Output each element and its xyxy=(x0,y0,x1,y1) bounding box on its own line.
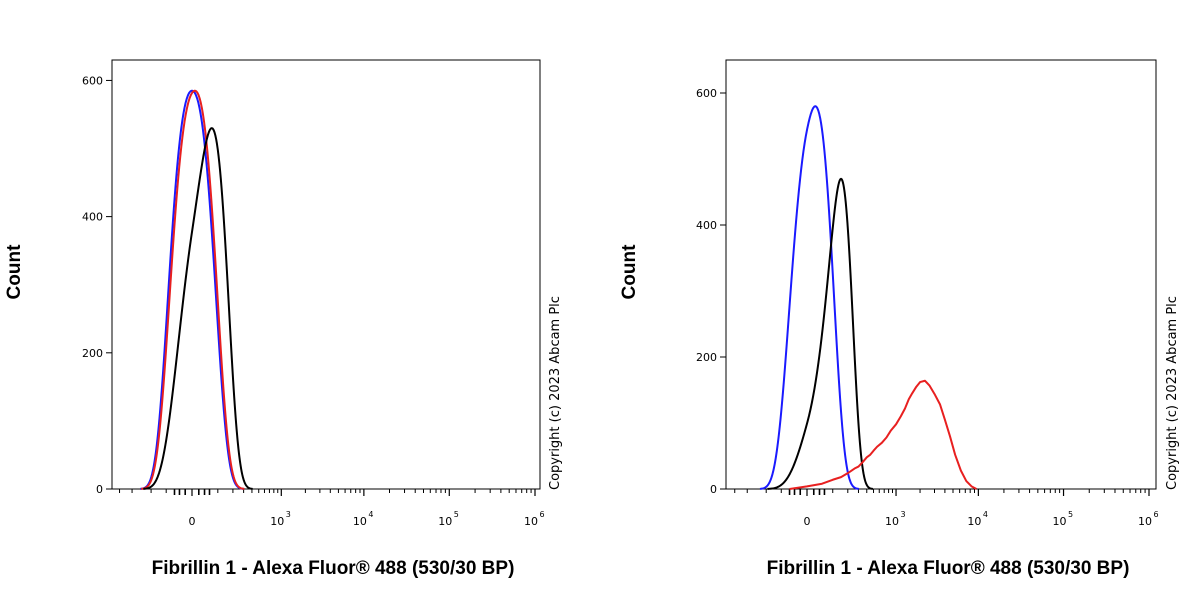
copyright-notice-1: Copyright (c) 2023 Abcam Plc xyxy=(548,296,563,490)
x-tick-exponent: 6 xyxy=(539,510,544,519)
histogram-series-3 xyxy=(142,127,254,490)
x-tick-exponent: 6 xyxy=(1153,510,1158,519)
y-tick-label: 600 xyxy=(696,87,717,100)
x-tick-label: 10 xyxy=(967,515,981,528)
y-tick-marks-2: 0 200 400 600 xyxy=(696,87,726,496)
y-tick-label: 200 xyxy=(82,347,103,360)
x-tick-exponent: 3 xyxy=(286,510,291,519)
y-tick-marks-1: 0 200 400 600 xyxy=(82,74,112,496)
y-tick-label: 0 xyxy=(96,483,103,496)
x-tick-label: 0 xyxy=(189,515,196,528)
x-tick-marks-1 xyxy=(119,489,536,496)
x-axis-label-1: Fibrillin 1 - Alexa Fluor® 488 (530/30 B… xyxy=(152,558,515,579)
histogram-series-1 xyxy=(759,105,860,490)
plot-frame-1 xyxy=(111,59,541,490)
y-tick-label: 400 xyxy=(696,219,717,232)
y-tick-label: 0 xyxy=(710,483,717,496)
x-tick-label: 10 xyxy=(1053,515,1067,528)
histogram-series-2 xyxy=(140,89,246,490)
histogram-curves-2 xyxy=(759,105,977,490)
histogram-series-2 xyxy=(767,177,874,490)
y-tick-label: 400 xyxy=(82,211,103,224)
x-tick-label: 10 xyxy=(353,515,367,528)
x-tick-marks-2 xyxy=(734,489,1150,496)
x-tick-label: 10 xyxy=(270,515,284,528)
x-tick-label: 10 xyxy=(524,515,538,528)
plot-frame-2 xyxy=(725,59,1157,490)
copyright-notice-2: Copyright (c) 2023 Abcam Plc xyxy=(1165,296,1180,490)
y-tick-label: 600 xyxy=(82,74,103,87)
x-tick-exponent: 5 xyxy=(454,510,459,519)
x-tick-exponent: 4 xyxy=(983,510,988,519)
x-tick-label: 10 xyxy=(1138,515,1152,528)
y-tick-label: 200 xyxy=(696,351,717,364)
y-axis-label-2: Count xyxy=(619,244,640,300)
x-axis-label-2: Fibrillin 1 - Alexa Fluor® 488 (530/30 B… xyxy=(767,558,1130,579)
y-axis-label-1: Count xyxy=(4,244,25,300)
x-tick-label: 0 xyxy=(804,515,811,528)
x-tick-exponent: 4 xyxy=(368,510,373,519)
x-tick-label: 10 xyxy=(438,515,452,528)
x-tick-exponent: 3 xyxy=(900,510,905,519)
histogram-series-3 xyxy=(789,379,977,490)
x-tick-label: 10 xyxy=(885,515,899,528)
x-tick-exponent: 5 xyxy=(1068,510,1073,519)
histogram-curves-1 xyxy=(139,89,254,490)
